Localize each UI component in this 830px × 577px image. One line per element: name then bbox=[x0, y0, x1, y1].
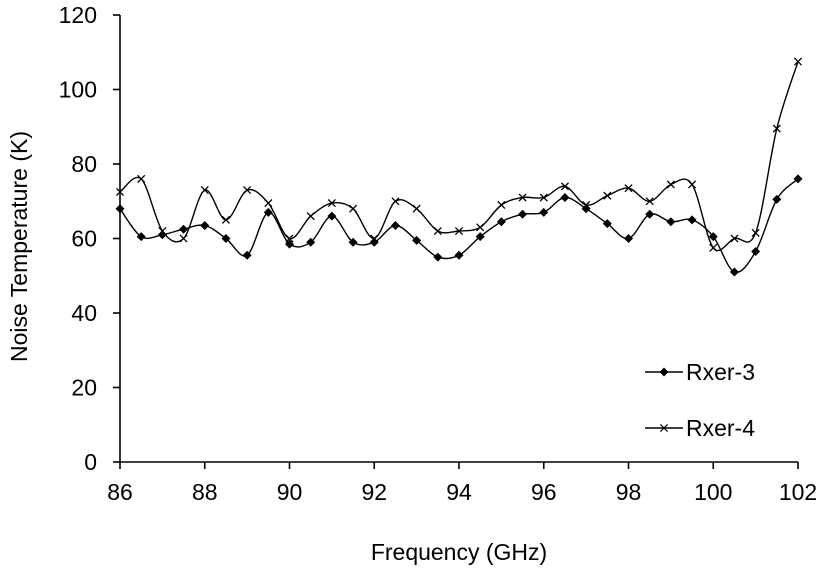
data-point-rxer-4 bbox=[645, 197, 654, 206]
data-point-rxer-4 bbox=[391, 197, 400, 206]
data-point-rxer-4 bbox=[772, 124, 781, 133]
data-point-rxer-4 bbox=[454, 226, 464, 236]
data-point-rxer-4 bbox=[624, 184, 633, 193]
y-axis-title: Noise Temperature (K) bbox=[6, 131, 32, 362]
legend-marker-rxer-4 bbox=[659, 423, 669, 433]
data-point-rxer-4 bbox=[221, 215, 230, 224]
data-point-rxer-3 bbox=[496, 217, 506, 227]
data-point-rxer-3 bbox=[179, 224, 189, 234]
data-point-rxer-3 bbox=[475, 232, 485, 242]
data-point-rxer-3 bbox=[221, 234, 231, 243]
data-point-rxer-3 bbox=[390, 220, 400, 230]
data-point-rxer-4 bbox=[476, 223, 485, 232]
x-tick-label: 96 bbox=[531, 479, 557, 505]
data-point-rxer-3 bbox=[666, 217, 676, 227]
data-point-rxer-4 bbox=[751, 228, 760, 237]
data-point-rxer-4 bbox=[158, 226, 167, 236]
y-tick-label: 120 bbox=[59, 2, 97, 28]
x-tick-label: 88 bbox=[192, 479, 218, 505]
data-point-rxer-3 bbox=[348, 237, 358, 247]
legend: Rxer-3 Rxer-4 bbox=[645, 359, 755, 441]
data-point-rxer-3 bbox=[518, 209, 528, 219]
x-tick-label: 100 bbox=[694, 479, 732, 505]
series-layer bbox=[115, 57, 803, 277]
legend-label-rxer-3: Rxer-3 bbox=[686, 359, 755, 385]
series-rxer-4 bbox=[115, 57, 803, 252]
data-point-rxer-4 bbox=[560, 182, 569, 191]
data-point-rxer-3 bbox=[242, 250, 252, 260]
data-point-rxer-4 bbox=[285, 234, 294, 243]
y-tick-label: 0 bbox=[84, 449, 97, 475]
data-point-rxer-4 bbox=[582, 200, 591, 210]
legend-marker-rxer-3 bbox=[659, 367, 669, 377]
data-point-rxer-4 bbox=[666, 180, 675, 189]
data-point-rxer-4 bbox=[603, 191, 612, 200]
series-rxer-3 bbox=[115, 174, 803, 277]
data-point-rxer-3 bbox=[327, 211, 337, 221]
data-point-rxer-3 bbox=[560, 193, 570, 203]
data-point-rxer-3 bbox=[200, 220, 210, 230]
data-point-rxer-3 bbox=[285, 239, 294, 249]
data-point-rxer-3 bbox=[602, 219, 612, 229]
data-point-rxer-4 bbox=[688, 180, 697, 189]
legend-marker-icon bbox=[659, 367, 669, 377]
x-tick-label: 92 bbox=[361, 479, 387, 505]
data-point-rxer-3 bbox=[708, 232, 718, 242]
y-tick-label: 60 bbox=[71, 226, 97, 252]
data-point-rxer-3 bbox=[115, 204, 125, 214]
data-point-rxer-4 bbox=[115, 187, 125, 196]
data-point-rxer-3 bbox=[412, 235, 422, 245]
data-point-rxer-3 bbox=[645, 209, 655, 219]
data-point-rxer-4 bbox=[306, 212, 315, 221]
data-point-rxer-3 bbox=[687, 215, 697, 225]
legend-item-rxer-4: Rxer-4 bbox=[645, 415, 755, 441]
legend-marker-icon bbox=[659, 423, 669, 433]
x-axis-title: Frequency (GHz) bbox=[371, 539, 547, 565]
x-tick-label: 102 bbox=[779, 479, 817, 505]
x-tick-label: 86 bbox=[107, 479, 133, 505]
data-point-rxer-3 bbox=[772, 194, 782, 204]
data-point-rxer-3 bbox=[539, 207, 549, 217]
data-point-rxer-3 bbox=[793, 174, 803, 184]
data-point-rxer-4 bbox=[327, 199, 336, 208]
x-tick-label: 90 bbox=[277, 479, 303, 505]
data-point-rxer-3 bbox=[454, 250, 464, 260]
data-point-rxer-3 bbox=[729, 267, 739, 277]
y-tick-label: 20 bbox=[71, 375, 97, 401]
data-point-rxer-4 bbox=[370, 234, 379, 243]
data-point-rxer-3 bbox=[433, 252, 443, 262]
data-point-rxer-4 bbox=[518, 193, 527, 202]
y-tick-label: 100 bbox=[59, 77, 97, 103]
data-point-rxer-4 bbox=[433, 226, 442, 236]
data-point-rxer-3 bbox=[136, 232, 146, 242]
legend-label-rxer-4: Rxer-4 bbox=[686, 415, 755, 441]
data-point-rxer-4 bbox=[200, 186, 209, 195]
legend-item-rxer-3: Rxer-3 bbox=[645, 359, 755, 385]
data-point-rxer-4 bbox=[243, 186, 252, 195]
data-point-rxer-4 bbox=[539, 193, 548, 202]
data-point-rxer-3 bbox=[751, 247, 761, 257]
x-tick-label: 98 bbox=[616, 479, 642, 505]
data-point-rxer-4 bbox=[497, 200, 506, 210]
data-point-rxer-4 bbox=[137, 174, 146, 183]
x-ticks: 86 88 90 92 94 96 98 100 102 bbox=[107, 462, 817, 505]
y-tick-label: 80 bbox=[71, 151, 97, 177]
y-ticks: 0 20 40 60 80 100 120 bbox=[59, 2, 120, 475]
data-point-rxer-3 bbox=[624, 234, 633, 243]
data-point-rxer-3 bbox=[306, 237, 316, 247]
data-point-rxer-4 bbox=[793, 57, 803, 66]
data-point-rxer-4 bbox=[179, 234, 188, 243]
data-point-rxer-4 bbox=[412, 204, 421, 213]
data-point-rxer-3 bbox=[263, 207, 273, 217]
x-tick-label: 94 bbox=[446, 479, 472, 505]
data-point-rxer-4 bbox=[709, 243, 718, 252]
data-point-rxer-4 bbox=[264, 199, 273, 208]
y-tick-label: 40 bbox=[71, 300, 97, 326]
data-point-rxer-4 bbox=[349, 204, 358, 213]
data-point-rxer-4 bbox=[730, 234, 739, 243]
